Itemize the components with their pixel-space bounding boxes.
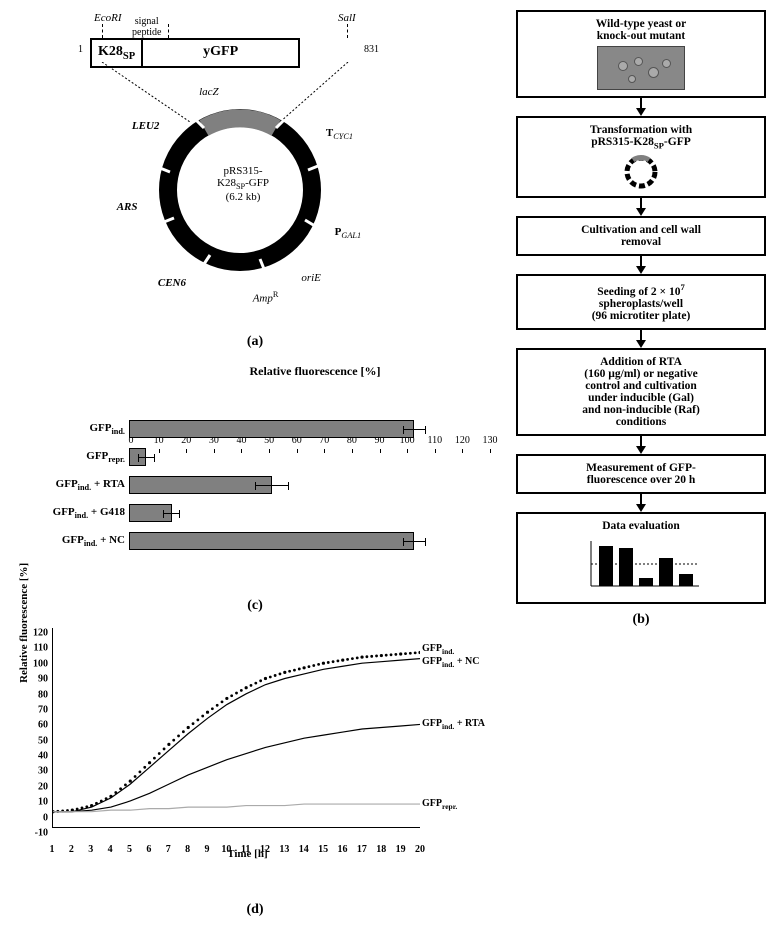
flow-step: Transformation withpRS315-K28SP-GFP	[516, 116, 766, 198]
panel-b-label: (b)	[516, 612, 766, 628]
bar-label: GFPind.	[11, 422, 129, 436]
bar-label: GFPrepr.	[11, 450, 129, 464]
plasmid-feature-label: PGAL1	[335, 226, 361, 240]
nt-end: 831	[364, 44, 379, 55]
flow-step: Data evaluation	[516, 512, 766, 604]
flow-arrow	[636, 208, 646, 216]
flow-step: Cultivation and cell wallremoval	[516, 216, 766, 256]
bar	[129, 532, 414, 550]
series-label: GFPrepr.	[422, 798, 457, 811]
panel-a: EcoRI SalI signal peptide 1 831 K28SP yG…	[10, 10, 500, 320]
bar	[129, 476, 272, 494]
panel-d-label: (d)	[10, 902, 500, 918]
flow-step: Seeding of 2 × 107spheroplasts/well(96 m…	[516, 274, 766, 330]
bar-label: GFPind. + G418	[11, 506, 129, 520]
flow-arrow	[636, 504, 646, 512]
plasmid-feature-label: TCYC1	[326, 127, 353, 141]
line-chart: Relative fluorescence [%] -1001020304050…	[52, 628, 490, 858]
plasmid-feature-label: LEU2	[99, 120, 159, 132]
plasmid-name: pRS315- K28SP-GFP (6.2 kb)	[188, 165, 298, 203]
signal-peptide-label: signal peptide	[132, 16, 161, 38]
bar	[129, 420, 414, 438]
series-label: GFPind.	[422, 643, 454, 656]
series-label: GFPind. + RTA	[422, 718, 485, 731]
plasmid-feature-label: lacZ	[159, 86, 219, 98]
series-label: GFPind. + NC	[422, 656, 479, 669]
flow-step: Wild-type yeast orknock-out mutant	[516, 10, 766, 98]
panel-a-label: (a)	[10, 334, 500, 350]
bar-row: GFPind. + RTA	[11, 473, 500, 497]
flow-arrow	[636, 108, 646, 116]
plasmid-icon	[623, 154, 659, 190]
bar-chart-title: Relative fluorescence [%]	[130, 364, 500, 379]
bar-row: GFPind. + G418	[11, 501, 500, 525]
bar-label: GFPind. + NC	[11, 534, 129, 548]
restriction-left: EcoRI	[94, 12, 121, 24]
plasmid-feature-label: CEN6	[126, 277, 186, 289]
bar-row: GFPind. + NC	[11, 529, 500, 553]
flow-arrow	[636, 340, 646, 348]
bar-label: GFPind. + RTA	[11, 478, 129, 492]
eval-thumbnail	[581, 536, 701, 596]
bar-row: GFPrepr.	[11, 445, 500, 469]
plasmid-feature-label: ARS	[78, 201, 138, 213]
cells-thumbnail	[597, 46, 685, 90]
flow-arrow	[636, 446, 646, 454]
restriction-right: SalI	[338, 12, 356, 24]
panel-d: Relative fluorescence [%] -1001020304050…	[10, 628, 500, 888]
panel-c: Relative fluorescence [%] 01020304050607…	[10, 364, 500, 584]
flow-step: Addition of RTA(160 µg/ml) or negativeco…	[516, 348, 766, 436]
nt-start: 1	[78, 44, 83, 55]
line-xlabel: Time [h]	[227, 848, 267, 860]
flow-arrow	[636, 266, 646, 274]
flow-step: Measurement of GFP-fluorescence over 20 …	[516, 454, 766, 494]
bar-row: GFPind.	[11, 417, 500, 441]
plasmid-feature-label: AmpR	[253, 290, 279, 305]
bar-chart: 0102030405060708090100110120130 GFPind.G…	[10, 417, 500, 597]
panel-c-label: (c)	[10, 598, 500, 614]
panel-b: Wild-type yeast orknock-out mutant Transf…	[516, 10, 766, 922]
plasmid-feature-label: oriE	[301, 272, 321, 284]
